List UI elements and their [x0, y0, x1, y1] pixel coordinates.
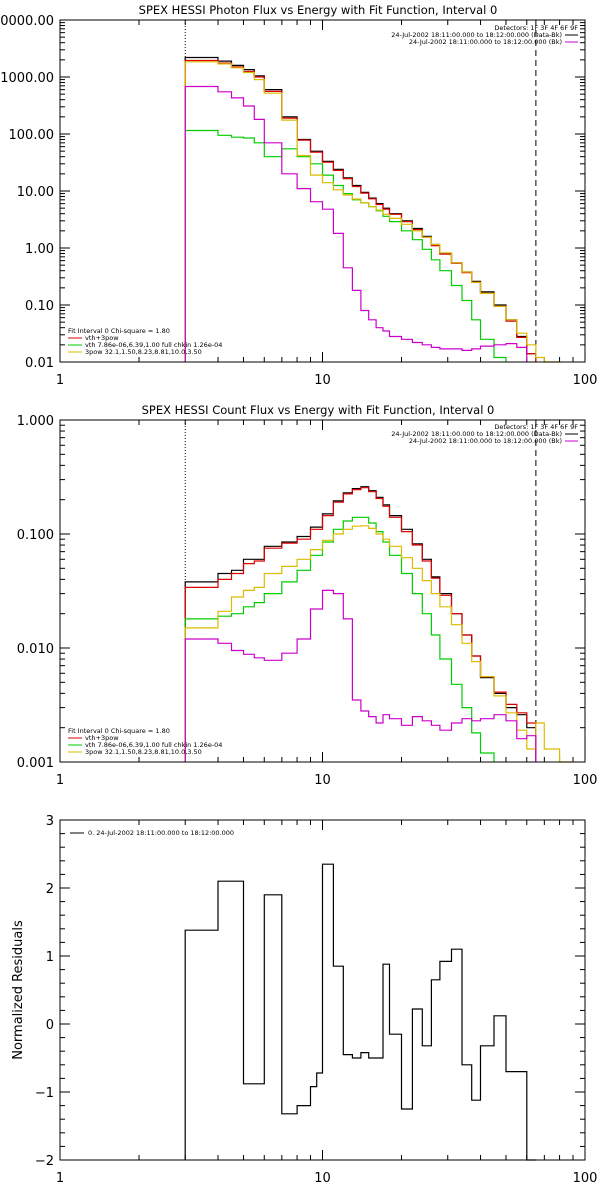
residuals-legend-label: 0. 24-Jul-2002 18:11:00.000 to 18:12:00.… [88, 829, 234, 837]
photon-x-tick-label: 1 [56, 373, 64, 388]
photon-y-tick-label: 0.01 [25, 356, 54, 371]
count-y-tick-label: 0.010 [17, 642, 54, 657]
residuals-y-tick-label: 3 [46, 814, 54, 829]
count-x-tick-label: 10 [314, 773, 331, 788]
count-plot-frame [59, 419, 586, 763]
residuals-y-tick-label: 0 [46, 1018, 54, 1033]
photon-flux-panel: SPEX HESSI Photon Flux vs Energy with Fi… [0, 3, 597, 388]
photon-fit-legend-vth3pow: vth+3pow [85, 334, 119, 342]
count-fit-legend-vth3pow: vth+3pow [85, 734, 119, 742]
photon-flux-plot: 10000.00 1000.00 100.00 10.00 1.00 0.10 0.011 1… [0, 14, 597, 388]
photon-fit-legend-vth: vth 7.86e-06,6.39,1.00 full chkin 1.26e-… [85, 341, 222, 349]
photon-x-tick-label: 10 [314, 373, 331, 388]
count-series-1-line [184, 487, 537, 762]
photon-series-3-line [184, 61, 560, 363]
count-y-tick-label: 1.000 [17, 414, 54, 429]
count-flux-title: SPEX HESSI Count Flux vs Energy with Fit… [142, 403, 495, 417]
residuals-y-label: Normalized Residuals [11, 920, 26, 1060]
photon-series-1-line [184, 59, 537, 362]
residuals-y-tick-label: −1 [35, 1086, 54, 1101]
count-series-0-line [184, 486, 537, 762]
count-info-data-bk: 24-Jul-2002 18:11:00.000 to 18:12:00.000… [391, 430, 562, 438]
photon-y-tick-label: 0.10 [25, 299, 54, 314]
photon-series-4-line [184, 85, 528, 362]
photon-flux-title: SPEX HESSI Photon Flux vs Energy with Fi… [139, 3, 498, 17]
count-x-tick-label: 1 [56, 773, 64, 788]
count-fit-legend-3pow: 3pow 32.1,1.50,8.23,8.81,10.0,3.50 [85, 748, 202, 756]
photon-x-tick-label: 100 [573, 373, 598, 388]
photon-y-tick-label: 10.00 [17, 185, 54, 200]
count-series-2-line [184, 516, 495, 762]
count-series-4-line [184, 589, 537, 762]
count-info-bk: 24-Jul-2002 18:11:00.000 to 18:12:00.000… [409, 437, 562, 445]
photon-fit-legend-3pow: 3pow 32.1,1.50,8.23,8.81,10.0,3.50 [85, 348, 202, 356]
residuals-y-tick-label: −2 [35, 1154, 54, 1169]
count-y-tick-label: 0.001 [17, 756, 54, 771]
residuals-y-tick-label: 2 [46, 882, 54, 897]
photon-y-tick-label: 1000.00 [0, 71, 54, 86]
count-x-tick-label: 100 [573, 773, 598, 788]
residuals-y-tick-label: 1 [46, 950, 54, 965]
count-fit-legend-title: Fit Interval 0 Chi-square = 1.80 [68, 727, 170, 735]
residuals-x-tick-label: 10 [314, 1171, 331, 1186]
photon-series-2-line [184, 129, 507, 362]
count-y-tick-label: 0.100 [17, 528, 54, 543]
residuals-series-0-line [184, 863, 536, 1161]
photon-series-0-line [184, 56, 537, 362]
photon-y-tick-label: 100.00 [9, 128, 55, 143]
photon-info-data-bk: 24-Jul-2002 18:11:00.000 to 18:12:00.000… [391, 31, 562, 39]
residuals-x-tick-label: 1 [56, 1171, 64, 1186]
count-info-detectors: Detectors: 1F 3F 4F 6F 9F [494, 423, 578, 431]
count-fit-legend-vth: vth 7.86e-06,6.39,1.00 full chkin 1.26e-… [85, 741, 222, 749]
photon-y-tick-label: 1.00 [25, 242, 54, 257]
photon-y-tick-label: 10000.00 [0, 14, 54, 29]
count-flux-panel: SPEX HESSI Count Flux vs Energy with Fit… [17, 403, 598, 788]
residuals-x-tick-label: 100 [573, 1171, 598, 1186]
residuals-plot-frame [59, 819, 586, 1161]
photon-plot-frame [59, 19, 586, 363]
count-series-3-line [184, 525, 573, 763]
photon-info-detectors: Detectors: 1F 3F 4F 6F 9F [494, 24, 578, 32]
photon-info-bk: 24-Jul-2002 18:11:00.000 to 18:12:00.000… [409, 38, 562, 46]
photon-fit-legend-title: Fit Interval 0 Chi-square = 1.80 [68, 327, 170, 335]
